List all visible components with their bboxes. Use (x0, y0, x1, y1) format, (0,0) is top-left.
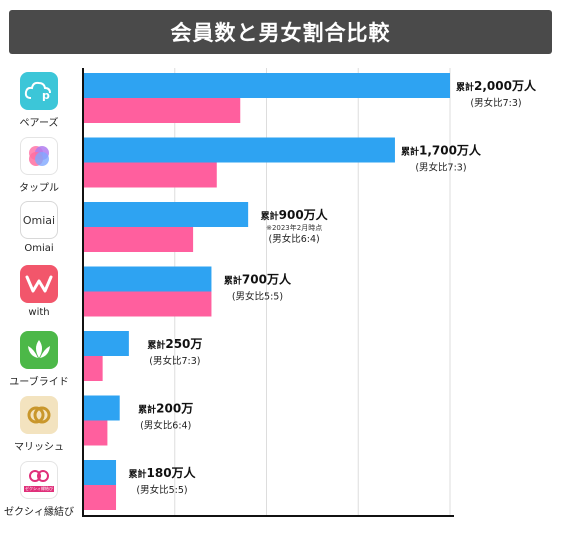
data-label-value: 250万 (165, 337, 202, 351)
app-with: with (6, 265, 72, 331)
data-label-total: 累計250万 (147, 337, 202, 351)
app-name: ペアーズ (19, 118, 59, 129)
app-name: ゼクシィ縁結び (4, 507, 74, 518)
omiai-logo-icon: Omiai (20, 201, 58, 239)
app-marrish: マリッシュ (6, 396, 72, 462)
data-label-value: 200万 (156, 402, 193, 416)
data-label-ratio: (男女比7:3) (415, 162, 466, 174)
chart-title-bar: 会員数と男女割合比較 (9, 10, 552, 54)
pairs-logo-icon: p (20, 72, 58, 110)
app-name: マリッシュ (14, 442, 64, 453)
data-label-value: 700万人 (242, 272, 292, 287)
data-label-total: 累計180万人 (128, 465, 196, 480)
bar (83, 227, 194, 252)
zexy-logo-icon: ゼクシィ縁結び (20, 461, 58, 499)
bar (83, 420, 108, 446)
data-label-note: ※2023年2月時点 (266, 223, 322, 232)
data-label-ratio: (男女比5:5) (136, 484, 187, 496)
bar (83, 291, 212, 317)
data-label-ratio: (男女比6:4) (140, 420, 191, 432)
bar (83, 266, 212, 292)
bar (83, 331, 129, 356)
data-label-prefix: 累計 (138, 404, 156, 416)
data-label-total: 累計200万 (138, 402, 193, 416)
bar (83, 202, 249, 227)
data-label-total: 累計2,000万人 (456, 78, 537, 93)
app-name: ユーブライド (9, 377, 69, 388)
data-label-prefix: 累計 (224, 275, 242, 287)
app-pairs: p ペアーズ (6, 72, 72, 138)
data-label-ratio: (男女比6:4) (269, 233, 320, 245)
bar (83, 73, 450, 98)
bar (83, 356, 103, 381)
data-label-total: 累計900万人 (261, 207, 329, 222)
app-zexy: ゼクシィ縁結び ゼクシィ縁結び (4, 461, 74, 527)
data-label-prefix: 累計 (147, 339, 165, 351)
bar (83, 395, 120, 421)
zexy-logo-text: ゼクシィ縁結び (24, 486, 54, 492)
data-label-prefix: 累計 (401, 146, 419, 158)
tapple-logo-icon (20, 137, 58, 175)
with-logo-icon (20, 265, 58, 303)
data-label-prefix: 累計 (456, 81, 474, 93)
data-label-value: 1,700万人 (419, 143, 482, 158)
data-label-prefix: 累計 (261, 210, 279, 222)
bar (83, 460, 117, 485)
marrish-logo-icon (20, 396, 58, 434)
data-label-value: 2,000万人 (474, 78, 537, 93)
app-omiai: Omiai Omiai (6, 201, 72, 267)
data-label-prefix: 累計 (128, 468, 146, 480)
data-label-total: 累計700万人 (224, 272, 292, 287)
data-label-value: 180万人 (147, 465, 197, 480)
app-tapple: タップル (6, 137, 72, 203)
youbride-logo-icon (20, 331, 58, 369)
svg-text:p: p (42, 89, 50, 102)
data-label-ratio: (男女比7:3) (149, 355, 200, 367)
app-youbride: ユーブライド (6, 331, 72, 397)
omiai-logo-text: Omiai (22, 213, 56, 227)
data-label-total: 累計1,700万人 (401, 143, 482, 158)
data-label-ratio: (男女比7:3) (470, 97, 521, 109)
bar (83, 137, 395, 163)
bar (83, 162, 217, 188)
app-name: タップル (19, 183, 59, 194)
app-name: with (28, 307, 50, 318)
chart-title: 会員数と男女割合比較 (170, 21, 391, 45)
bar (83, 98, 241, 123)
data-label-ratio: (男女比5:5) (232, 291, 283, 303)
app-name: Omiai (24, 243, 54, 254)
data-label-value: 900万人 (279, 207, 329, 222)
bar (83, 485, 117, 510)
